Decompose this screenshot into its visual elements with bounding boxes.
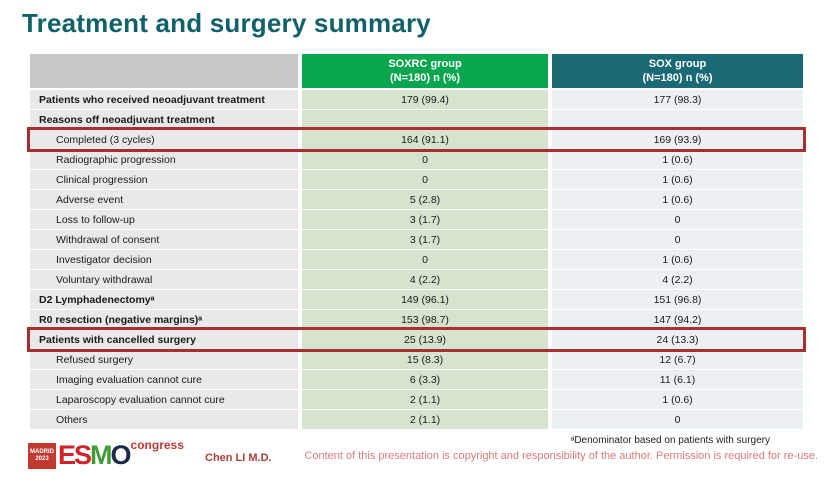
table-row: Patients who received neoadjuvant treatm… — [30, 90, 803, 109]
header-soxrc-sub: (N=180) n (%) — [390, 72, 460, 84]
table-row: R0 resection (negative margins)ᵃ 153 (98.… — [30, 310, 803, 329]
madrid-label: MADRID — [30, 448, 54, 455]
sox-value: 1 (0.6) — [552, 390, 803, 409]
table-row: Laparoscopy evaluation cannot cure 2 (1.1… — [30, 390, 803, 409]
soxrc-value: 5 (2.8) — [302, 190, 548, 209]
header-sox-name: SOX group — [648, 57, 707, 70]
congress-label: congress — [130, 438, 184, 452]
sox-value: 1 (0.6) — [552, 150, 803, 169]
soxrc-value — [302, 110, 548, 129]
row-label: D2 Lymphadenectomyᵃ — [30, 290, 298, 309]
row-label: Others — [30, 410, 298, 429]
soxrc-value: 0 — [302, 150, 548, 169]
row-label: Investigator decision — [30, 250, 298, 269]
row-label: Clinical progression — [30, 170, 298, 189]
table-row: Reasons off neoadjuvant treatment — [30, 110, 803, 129]
sox-value: 24 (13.3) — [552, 330, 803, 349]
soxrc-value: 153 (98.7) — [302, 310, 548, 329]
row-label: Refused surgery — [30, 350, 298, 369]
madrid-2023-badge: MADRID 2023 — [28, 443, 56, 469]
sox-value: 0 — [552, 410, 803, 429]
sox-value: 4 (2.2) — [552, 270, 803, 289]
sox-value — [552, 110, 803, 129]
soxrc-value: 0 — [302, 250, 548, 269]
table-row: Adverse event 5 (2.8) 1 (0.6) — [30, 190, 803, 209]
esmo-congress-logo: MADRID 2023 ESMO congress — [28, 438, 184, 470]
row-label: Voluntary withdrawal — [30, 270, 298, 289]
table-row: Patients with cancelled surgery 25 (13.9)… — [27, 327, 806, 352]
page-title: Treatment and surgery summary — [22, 8, 431, 38]
soxrc-value: 2 (1.1) — [302, 410, 548, 429]
sox-value: 1 (0.6) — [552, 170, 803, 189]
soxrc-value: 6 (3.3) — [302, 370, 548, 389]
row-label: Laparoscopy evaluation cannot cure — [30, 390, 298, 409]
row-label: Completed (3 cycles) — [30, 130, 298, 149]
row-label: Imaging evaluation cannot cure — [30, 370, 298, 389]
row-label: Radiographic progression — [30, 150, 298, 169]
sox-value: 12 (6.7) — [552, 350, 803, 369]
header-sox-sub: (N=180) n (%) — [642, 72, 713, 84]
copyright-notice: Content of this presentation is copyrigh… — [304, 450, 818, 462]
sox-value: 11 (6.1) — [552, 370, 803, 389]
soxrc-value: 149 (96.1) — [302, 290, 548, 309]
sox-value: 147 (94.2) — [552, 310, 803, 329]
table-row: D2 Lymphadenectomyᵃ 149 (96.1) 151 (96.8) — [30, 290, 803, 309]
soxrc-value: 164 (91.1) — [302, 130, 548, 149]
table-row: Others 2 (1.1) 0 — [30, 410, 803, 429]
soxrc-value: 25 (13.9) — [302, 330, 548, 349]
soxrc-value: 4 (2.2) — [302, 270, 548, 289]
soxrc-value: 2 (1.1) — [302, 390, 548, 409]
header-blank-cell — [30, 54, 298, 88]
header-soxrc-group: SOXRC group (N=180) n (%) — [302, 54, 548, 88]
table-row: Investigator decision 0 1 (0.6) — [30, 250, 803, 269]
sox-value: 1 (0.6) — [552, 190, 803, 209]
soxrc-value: 3 (1.7) — [302, 230, 548, 249]
row-label: Loss to follow-up — [30, 210, 298, 229]
row-label: Patients with cancelled surgery — [30, 330, 298, 349]
sox-value: 177 (98.3) — [552, 90, 803, 109]
table-body: Patients who received neoadjuvant treatm… — [27, 90, 806, 429]
table-row: Loss to follow-up 3 (1.7) 0 — [30, 210, 803, 229]
row-label: Withdrawal of consent — [30, 230, 298, 249]
table-row: Withdrawal of consent 3 (1.7) 0 — [30, 230, 803, 249]
row-label: Patients who received neoadjuvant treatm… — [30, 90, 298, 109]
header-sox-group: SOX group (N=180) n (%) — [552, 54, 803, 88]
table-header: SOXRC group (N=180) n (%) SOX group (N=1… — [30, 54, 803, 88]
sox-value: 151 (96.8) — [552, 290, 803, 309]
table-row: Completed (3 cycles) 164 (91.1) 169 (93.9) — [27, 127, 806, 152]
soxrc-value: 0 — [302, 170, 548, 189]
soxrc-value: 179 (99.4) — [302, 90, 548, 109]
summary-table: SOXRC group (N=180) n (%) SOX group (N=1… — [27, 54, 806, 430]
table-row: Imaging evaluation cannot cure 6 (3.3) 11 … — [30, 370, 803, 389]
soxrc-value: 3 (1.7) — [302, 210, 548, 229]
denominator-footnote: ᵃDenominator based on patients with surg… — [570, 435, 770, 446]
year-label: 2023 — [35, 456, 49, 462]
sox-value: 169 (93.9) — [552, 130, 803, 149]
table-row: Clinical progression 0 1 (0.6) — [30, 170, 803, 189]
table-row: Voluntary withdrawal 4 (2.2) 4 (2.2) — [30, 270, 803, 289]
header-soxrc-name: SOXRC group — [388, 57, 462, 70]
esmo-logo-text: ESMO — [58, 440, 132, 470]
row-label: R0 resection (negative margins)ᵃ — [30, 310, 298, 329]
sox-value: 0 — [552, 210, 803, 229]
row-label: Reasons off neoadjuvant treatment — [30, 110, 298, 129]
author-name: Chen LI M.D. — [205, 452, 272, 464]
table-row: Refused surgery 15 (8.3) 12 (6.7) — [30, 350, 803, 369]
table-row: Radiographic progression 0 1 (0.6) — [30, 150, 803, 169]
row-label: Adverse event — [30, 190, 298, 209]
sox-value: 0 — [552, 230, 803, 249]
soxrc-value: 15 (8.3) — [302, 350, 548, 369]
sox-value: 1 (0.6) — [552, 250, 803, 269]
